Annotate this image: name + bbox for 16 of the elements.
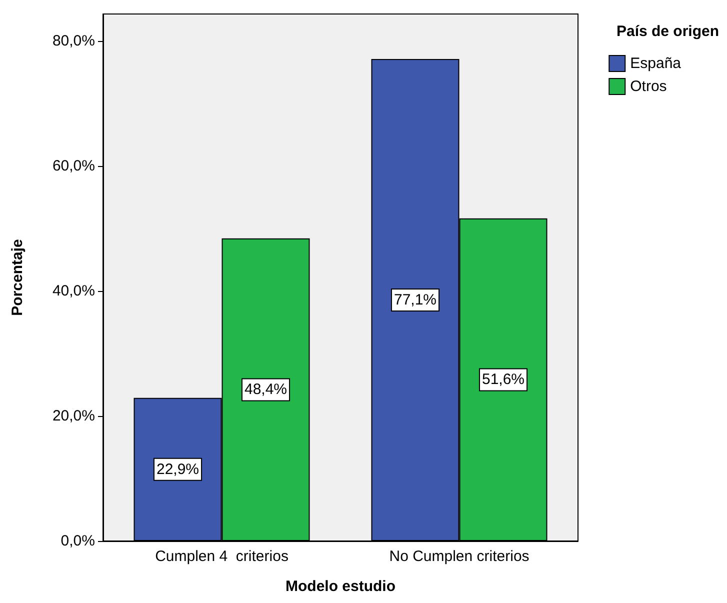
legend-label: España [630,55,682,72]
x-tick-label: No Cumplen criterios [389,548,530,565]
y-tick-label: 80,0% [52,32,95,50]
x-tick-label: Cumplen 4 criterios [155,548,288,565]
y-tick-label: 0,0% [60,532,95,550]
data-label: 22,9% [156,460,200,478]
legend-label: Otros [630,78,667,95]
data-label: 51,6% [482,371,525,388]
data-label: 48,4% [244,381,288,398]
y-tick-label: 20,0% [52,407,95,424]
y-axis-title: Porcentaje [9,239,26,316]
x-axis-title: Modelo estudio [286,578,396,595]
y-tick-label: 60,0% [52,157,95,174]
y-tick-label: 40,0% [52,282,95,300]
data-label: 77,1% [394,292,437,309]
legend-title: País de origen [616,23,720,40]
